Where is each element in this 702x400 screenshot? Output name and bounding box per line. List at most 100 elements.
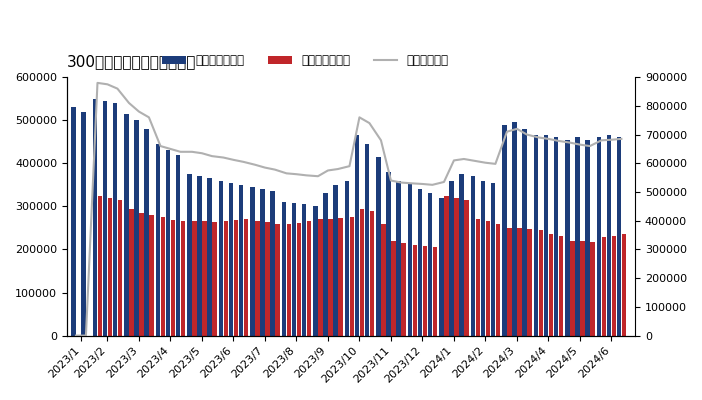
Bar — [534, 135, 538, 336]
Bar — [386, 172, 391, 336]
Bar — [197, 176, 201, 336]
Bar — [597, 138, 602, 336]
Bar — [129, 208, 134, 336]
Bar — [212, 222, 217, 336]
Bar — [491, 183, 496, 336]
Bar — [449, 180, 453, 336]
Bar — [265, 222, 270, 336]
Bar — [124, 114, 129, 336]
Bar — [260, 189, 265, 336]
Bar — [481, 180, 485, 336]
Bar — [611, 236, 616, 336]
Bar — [207, 178, 212, 336]
Bar — [369, 211, 374, 336]
Bar — [585, 140, 590, 336]
Bar — [570, 241, 575, 336]
Bar — [171, 220, 176, 336]
Bar — [621, 234, 626, 336]
Bar — [512, 122, 517, 336]
Text: 300系不锈钢新口径社库合计: 300系不锈钢新口径社库合计 — [67, 54, 197, 69]
Bar — [161, 217, 165, 336]
Bar — [432, 247, 437, 336]
Bar — [470, 176, 475, 336]
Bar — [496, 224, 501, 336]
Bar — [355, 135, 359, 336]
Bar — [454, 198, 458, 336]
Bar — [408, 183, 412, 336]
Bar — [139, 213, 144, 336]
Bar — [464, 200, 469, 336]
Bar — [219, 180, 223, 336]
Bar — [166, 150, 171, 336]
Bar — [270, 191, 274, 336]
不锈钢总库存 — [230, 158, 238, 162]
Bar — [255, 222, 260, 336]
Bar — [381, 224, 386, 336]
Bar — [396, 180, 401, 336]
Bar — [565, 140, 570, 336]
Bar — [616, 136, 621, 336]
Bar — [359, 208, 364, 336]
Bar — [507, 228, 512, 336]
Bar — [180, 222, 185, 336]
不锈钢总库存 — [93, 80, 102, 85]
Bar — [580, 241, 585, 336]
不锈钢总库存 — [397, 180, 405, 185]
Bar — [345, 180, 350, 336]
Legend: 冷轧不锈钢库存, 热轧不锈钢库存, 不锈钢总库存: 冷轧不锈钢库存, 热轧不锈钢库存, 不锈钢总库存 — [158, 50, 453, 72]
Bar — [543, 135, 548, 336]
Bar — [149, 215, 154, 336]
Bar — [93, 99, 98, 336]
Bar — [244, 219, 249, 336]
不锈钢总库存 — [428, 182, 437, 187]
Bar — [224, 222, 228, 336]
Bar — [291, 203, 296, 336]
Bar — [318, 219, 323, 336]
Bar — [602, 236, 607, 336]
Bar — [302, 204, 306, 336]
Bar — [486, 222, 490, 336]
Bar — [538, 230, 543, 336]
不锈钢总库存 — [617, 136, 625, 141]
Bar — [286, 224, 291, 336]
Bar — [307, 222, 311, 336]
Bar — [575, 138, 580, 336]
Bar — [234, 220, 238, 336]
Line: 不锈钢总库存: 不锈钢总库存 — [76, 83, 621, 336]
Bar — [187, 174, 192, 336]
Bar — [107, 198, 112, 336]
Bar — [275, 224, 279, 336]
Bar — [229, 183, 233, 336]
Bar — [428, 194, 432, 336]
Bar — [81, 112, 86, 336]
Bar — [391, 241, 396, 336]
Bar — [144, 129, 149, 336]
Bar — [250, 187, 255, 336]
Bar — [202, 222, 206, 336]
Bar — [459, 174, 464, 336]
Bar — [333, 185, 338, 336]
Bar — [134, 120, 139, 336]
Bar — [522, 129, 526, 336]
Bar — [176, 155, 180, 336]
Bar — [192, 222, 197, 336]
Bar — [607, 135, 611, 336]
Bar — [112, 103, 117, 336]
Bar — [418, 189, 423, 336]
Bar — [338, 218, 343, 336]
Bar — [502, 124, 507, 336]
Bar — [554, 138, 558, 336]
Bar — [517, 228, 522, 336]
Bar — [323, 194, 328, 336]
Bar — [117, 200, 122, 336]
Bar — [350, 217, 355, 336]
不锈钢总库存 — [409, 181, 417, 186]
Bar — [590, 242, 595, 336]
Bar — [559, 236, 563, 336]
Bar — [313, 206, 318, 336]
Bar — [364, 144, 369, 336]
Bar — [98, 196, 102, 336]
Bar — [282, 202, 286, 336]
不锈钢总库存 — [503, 129, 511, 134]
Bar — [444, 196, 449, 336]
